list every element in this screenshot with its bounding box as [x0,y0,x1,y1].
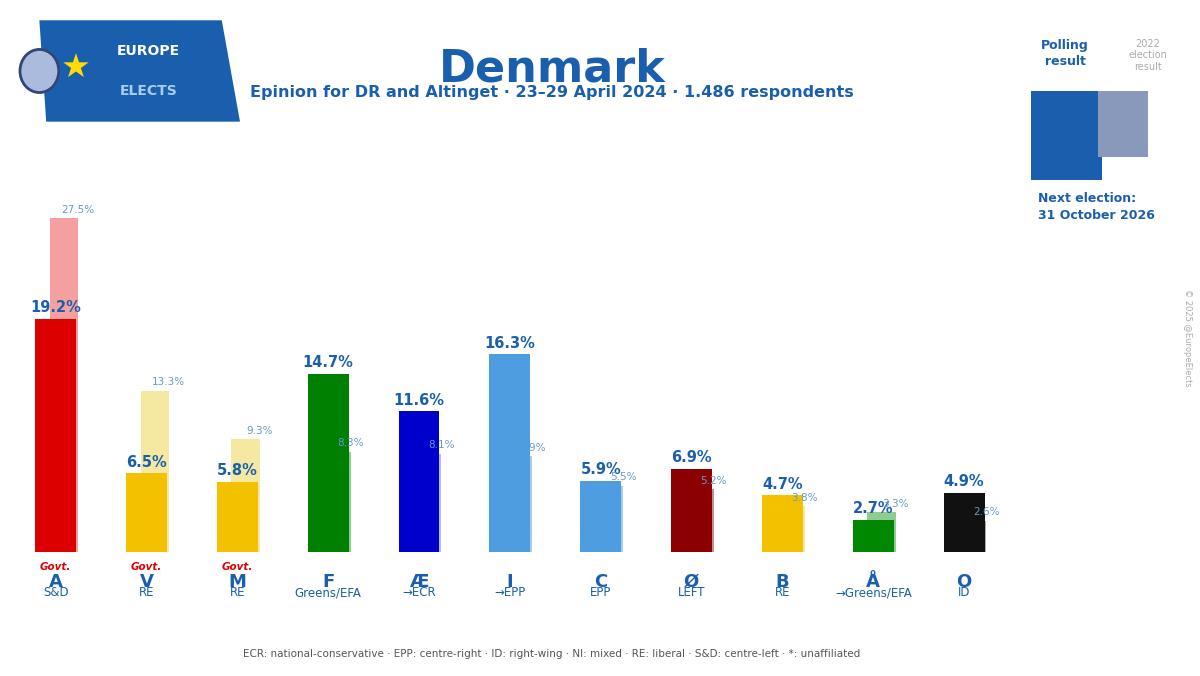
Text: Next election:
31 October 2026: Next election: 31 October 2026 [1038,193,1156,222]
Text: A: A [49,573,62,591]
Text: Æ: Æ [409,573,428,591]
Text: Epinion for DR and Altinget · 23–29 April 2024 · 1.486 respondents: Epinion for DR and Altinget · 23–29 Apri… [250,84,854,99]
Text: 19.2%: 19.2% [30,300,82,316]
Bar [868,512,895,552]
Bar [776,506,805,552]
Bar [762,496,803,552]
Text: Polling
result: Polling result [1042,39,1088,68]
Text: RE: RE [775,586,790,600]
Text: Denmark: Denmark [438,47,666,91]
Text: Govt.: Govt. [222,562,253,572]
Text: 2022
election
result: 2022 election result [1128,39,1168,72]
Bar [685,489,714,552]
Bar [943,493,984,552]
Text: 6.5%: 6.5% [126,455,167,470]
Bar [398,412,439,552]
Text: 16.3%: 16.3% [485,336,535,351]
Bar [35,319,76,552]
Text: ID: ID [958,586,971,600]
Text: O: O [956,573,972,591]
FancyBboxPatch shape [1031,91,1103,180]
Text: Govt.: Govt. [131,562,162,572]
Text: RE: RE [139,586,155,600]
Bar [853,520,894,552]
Text: 5.9%: 5.9% [581,462,622,477]
Bar [323,452,350,552]
Text: 11.6%: 11.6% [394,393,444,408]
Bar [140,391,169,552]
Bar [595,485,623,552]
Bar [504,456,532,552]
Text: 3.8%: 3.8% [792,493,818,502]
Text: 7.9%: 7.9% [518,443,546,453]
Text: 9.3%: 9.3% [246,426,272,436]
Text: 2.7%: 2.7% [853,501,894,516]
Text: 14.7%: 14.7% [302,355,354,370]
Text: →Greens/EFA: →Greens/EFA [835,586,912,600]
Text: Govt.: Govt. [40,562,71,572]
Text: 27.5%: 27.5% [61,205,95,215]
Bar [49,218,78,552]
Text: Greens/EFA: Greens/EFA [295,586,361,600]
Text: S&D: S&D [43,586,68,600]
Text: 8.1%: 8.1% [428,440,455,450]
Text: 4.7%: 4.7% [762,477,803,491]
Bar [413,454,442,552]
Text: 5.2%: 5.2% [701,475,727,485]
Text: →ECR: →ECR [402,586,436,600]
Bar [217,482,258,552]
Text: I: I [506,573,514,591]
Text: B: B [775,573,790,591]
Text: C: C [594,573,607,591]
Text: EPP: EPP [590,586,611,600]
Text: RE: RE [229,586,245,600]
Circle shape [20,49,59,93]
Text: 5.8%: 5.8% [217,463,258,478]
Polygon shape [40,20,240,122]
Text: EUROPE: EUROPE [118,44,180,57]
Bar [581,481,622,552]
Text: 8.3%: 8.3% [337,438,364,448]
Text: 13.3%: 13.3% [152,377,185,387]
Text: Ø: Ø [684,573,700,591]
FancyBboxPatch shape [1098,91,1147,157]
Text: F: F [322,573,335,591]
Text: 6.9%: 6.9% [671,450,712,465]
Text: 5.5%: 5.5% [610,472,636,482]
Bar [671,468,712,552]
Text: 3.3%: 3.3% [882,499,908,508]
Text: © 2025 @EuropeElects: © 2025 @EuropeElects [1183,289,1192,387]
Text: 2.6%: 2.6% [973,507,1000,517]
Bar [232,439,259,552]
Text: ECR: national-conservative · EPP: centre-right · ID: right-wing · NI: mixed · RE: ECR: national-conservative · EPP: centre… [244,649,860,659]
Text: Å: Å [866,573,881,591]
Bar [307,374,349,552]
Text: 4.9%: 4.9% [943,474,984,489]
Bar [490,354,530,552]
Bar [126,473,167,552]
Bar [958,521,986,552]
Text: LEFT: LEFT [678,586,706,600]
Text: →EPP: →EPP [494,586,526,600]
Text: ★: ★ [61,52,91,85]
Text: ELECTS: ELECTS [120,84,178,98]
Text: M: M [228,573,246,591]
Text: V: V [139,573,154,591]
